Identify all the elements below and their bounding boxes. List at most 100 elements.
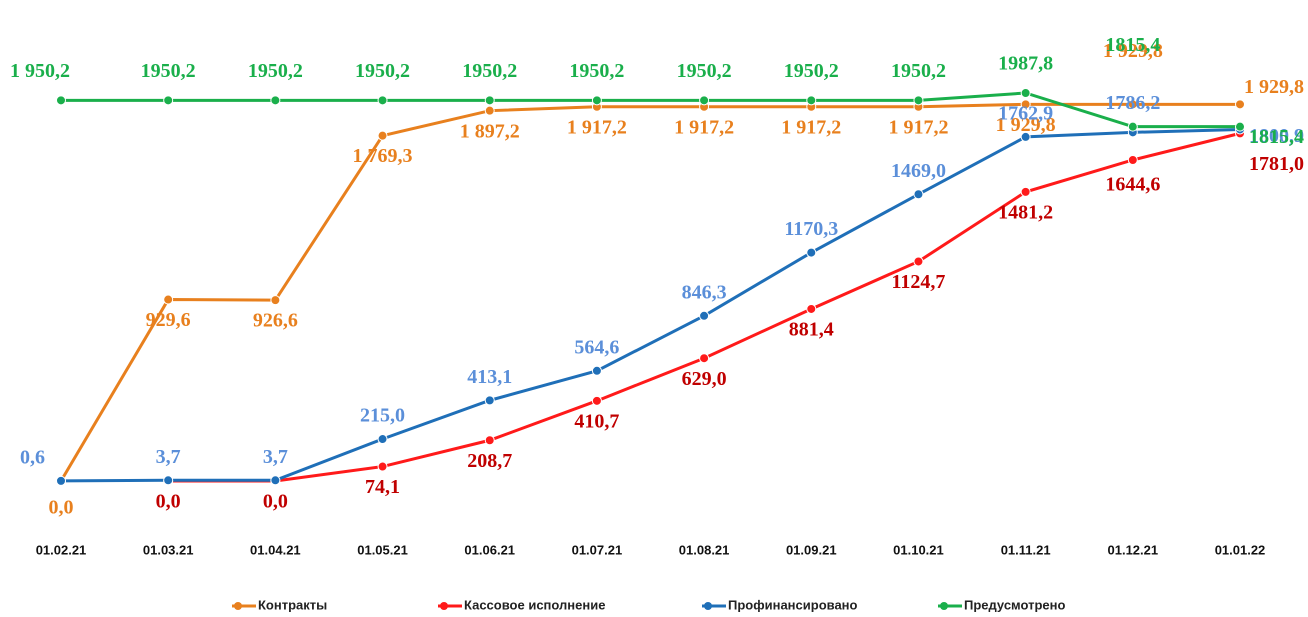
point-marker [1127, 121, 1138, 132]
point-marker [1127, 154, 1138, 165]
point-marker [591, 365, 602, 376]
point-marker [1020, 186, 1031, 197]
data-label: 1950,2 [784, 60, 839, 82]
data-label: 215,0 [360, 405, 405, 427]
data-label: 1987,8 [998, 53, 1053, 75]
point-marker [377, 130, 388, 141]
x-tick-label: 01.08.21 [679, 542, 730, 557]
data-label: 846,3 [682, 281, 727, 303]
point-marker [163, 95, 174, 106]
data-label: 410,7 [574, 410, 619, 432]
point-marker [377, 461, 388, 472]
point-marker [699, 95, 710, 106]
x-tick-label: 01.04.21 [250, 542, 301, 557]
data-label: 1 769,3 [353, 145, 413, 167]
point-marker [377, 434, 388, 445]
point-marker [270, 95, 281, 106]
legend-item: Кассовое исполнение [438, 597, 605, 612]
point-marker [1127, 99, 1138, 110]
point-marker [163, 475, 174, 486]
point-marker [591, 95, 602, 106]
legend-item: Предусмотрено [938, 597, 1066, 612]
data-label: 3,7 [156, 446, 181, 468]
legend-marker [440, 602, 448, 610]
series-line [60, 127, 1241, 483]
legend-item: Профинансировано [702, 597, 858, 612]
point-marker [1020, 99, 1031, 110]
data-label: 0,0 [49, 497, 74, 519]
data-label: 1950,2 [891, 60, 946, 82]
data-label: 1781,0 [1249, 153, 1304, 175]
data-label: 1170,3 [784, 218, 838, 240]
x-tick-label: 01.05.21 [357, 542, 408, 557]
x-tick-label: 01.06.21 [464, 542, 515, 557]
x-tick-label: 01.01.22 [1215, 542, 1266, 557]
point-marker [56, 95, 66, 106]
data-label: 1 897,2 [460, 120, 520, 142]
legend-label: Профинансировано [728, 597, 858, 612]
point-marker [1020, 131, 1031, 142]
data-label: 1469,0 [891, 160, 946, 182]
point-marker [591, 395, 602, 406]
data-label: 1 929,8 [1103, 40, 1163, 62]
series-line [168, 131, 1241, 483]
x-tick-label: 01.10.21 [893, 542, 944, 557]
data-label: 1 917,2 [567, 116, 627, 138]
legend-item: Контракты [232, 597, 327, 612]
data-label: 1 950,2 [10, 60, 70, 82]
point-marker [1020, 88, 1031, 98]
data-label: 1124,7 [892, 271, 946, 293]
x-tick-label: 01.07.21 [572, 542, 623, 557]
point-marker [56, 475, 66, 486]
data-label: 1 929,8 [1244, 76, 1304, 98]
legend-label: Кассовое исполнение [464, 597, 605, 612]
data-label: 929,6 [146, 309, 191, 331]
data-label: 1786,2 [1105, 92, 1160, 114]
data-label: 1950,2 [248, 60, 303, 82]
x-tick-label: 01.09.21 [786, 542, 837, 557]
data-label: 1 929,8 [996, 114, 1056, 136]
series-line [59, 102, 1240, 482]
data-label: 1800,9 [1249, 125, 1304, 147]
data-label: 0,0 [156, 491, 181, 513]
point-marker [1235, 99, 1245, 110]
legend-label: Предусмотрено [964, 597, 1066, 612]
data-label: 1 917,2 [781, 116, 841, 138]
point-marker [699, 353, 710, 364]
x-tick-label: 01.12.21 [1108, 542, 1159, 557]
data-label: 629,0 [682, 368, 727, 390]
point-marker [913, 189, 924, 200]
data-label: 564,6 [574, 336, 619, 358]
data-label: 1481,2 [998, 201, 1053, 223]
data-label: 1950,2 [355, 60, 410, 82]
legend-marker [234, 602, 242, 610]
point-marker [484, 435, 495, 446]
data-label: 1644,6 [1105, 174, 1160, 196]
point-marker [913, 256, 924, 267]
data-label: 1815,4 [1105, 34, 1160, 56]
data-label: 0,6 [20, 446, 45, 468]
data-label: 1815,4 [1249, 126, 1304, 148]
data-label: 1950,2 [569, 60, 624, 82]
data-label: 208,7 [467, 450, 512, 472]
x-tick-label: 01.03.21 [143, 542, 194, 557]
legend-marker [940, 602, 948, 610]
point-marker [806, 303, 817, 314]
point-marker [484, 395, 495, 406]
point-marker [806, 95, 817, 106]
data-label: 413,1 [467, 366, 512, 388]
x-tick-label: 01.11.21 [1001, 542, 1051, 557]
data-label: 881,4 [789, 319, 834, 341]
data-label: 74,1 [365, 476, 400, 498]
point-marker [270, 475, 281, 486]
point-marker [699, 310, 710, 321]
point-marker [1235, 121, 1245, 132]
series-line [61, 91, 1240, 129]
point-marker [163, 294, 174, 305]
point-marker [377, 95, 388, 106]
point-marker [806, 247, 817, 258]
data-label: 1762,9 [998, 102, 1053, 124]
x-tick-label: 01.02.21 [36, 542, 87, 557]
point-marker [484, 95, 495, 106]
